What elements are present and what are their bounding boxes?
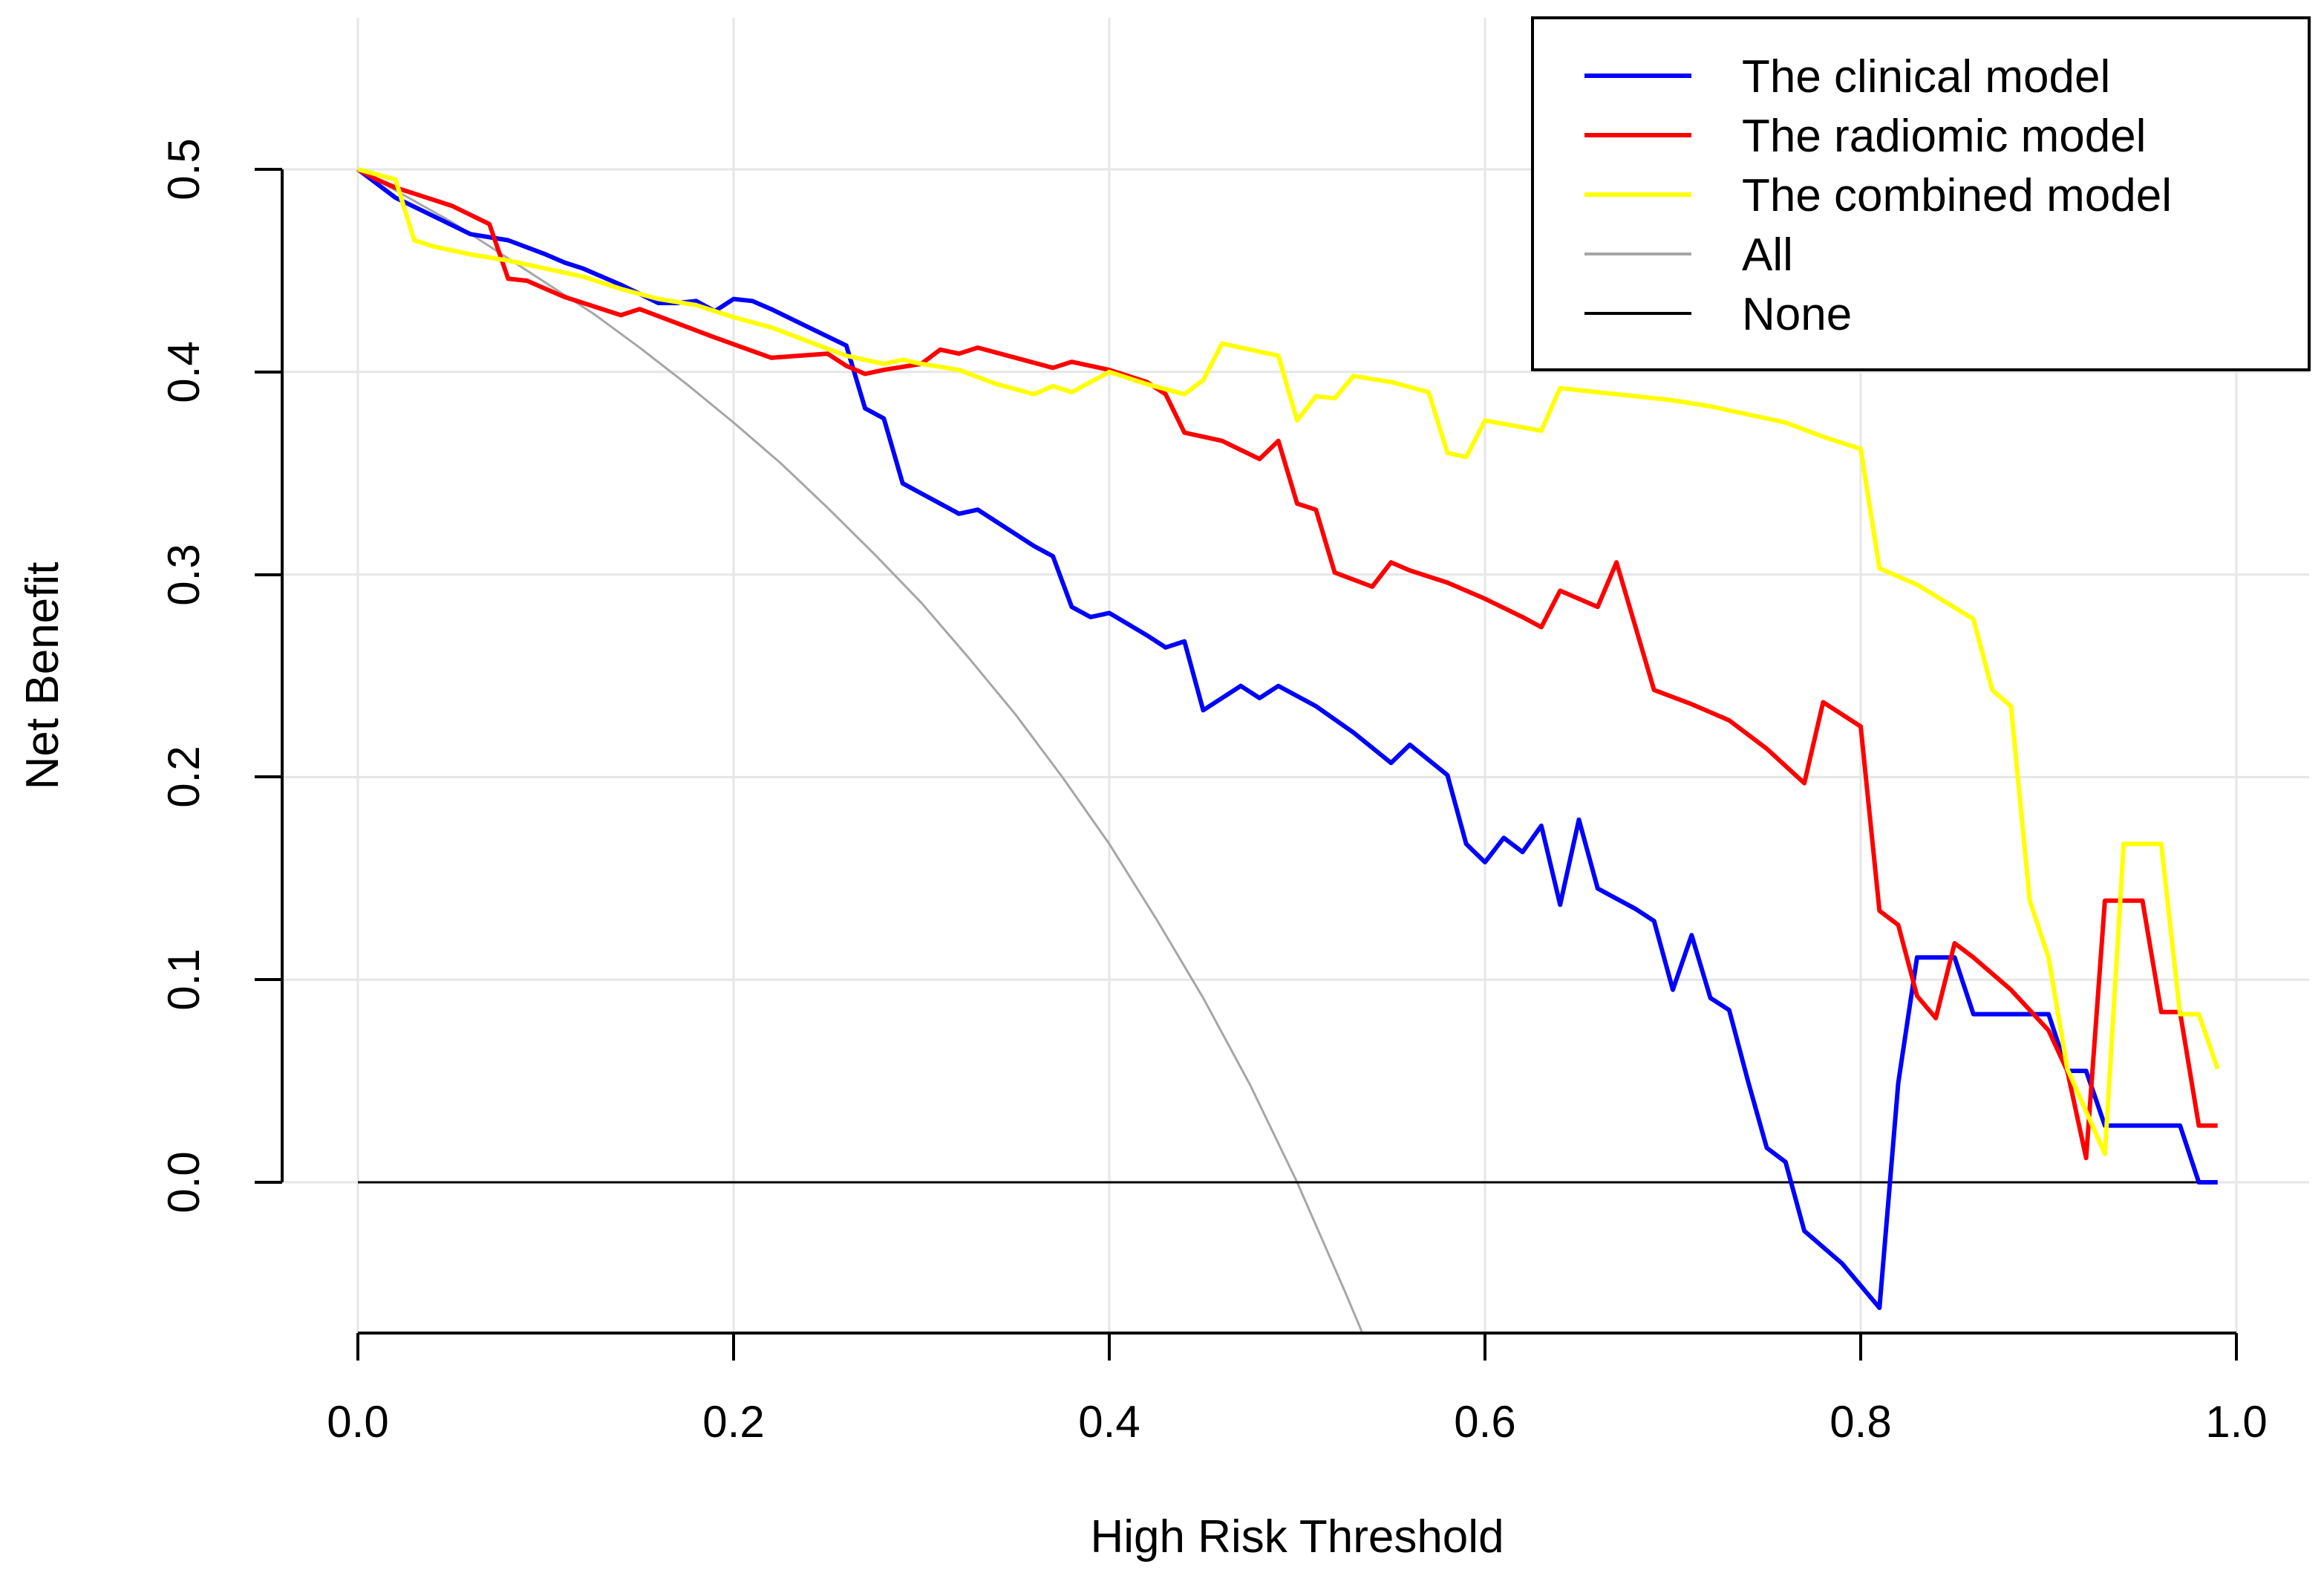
legend-label-none: None xyxy=(1742,289,1852,340)
x-tick-label: 0.4 xyxy=(1078,1397,1140,1447)
legend-label-radiomic: The radiomic model xyxy=(1742,111,2146,162)
x-axis: 0.0 0.2 0.4 0.6 0.8 1.0 High Risk Thresh… xyxy=(327,1332,2268,1563)
legend-label-clinical: The clinical model xyxy=(1742,51,2110,102)
x-tick-label: 0.0 xyxy=(327,1397,388,1447)
x-tick-label: 1.0 xyxy=(2205,1397,2267,1447)
y-axis-title: Net Benefit xyxy=(17,562,68,790)
y-tick-label: 0.0 xyxy=(159,1151,209,1213)
y-tick-label: 0.4 xyxy=(159,341,209,403)
legend-label-combined: The combined model xyxy=(1742,170,2172,221)
series-line-the-radiomic-model xyxy=(356,167,2218,1161)
x-tick-label: 0.6 xyxy=(1454,1397,1515,1447)
series-layer xyxy=(356,167,2220,1335)
legend: The clinical model The radiomic model Th… xyxy=(1531,16,2311,371)
series-line-the-clinical-model xyxy=(356,167,2218,1311)
x-tick-label: 0.2 xyxy=(702,1397,764,1447)
y-tick-label: 0.3 xyxy=(159,544,209,605)
series-line-the-combined-model xyxy=(357,167,2220,1156)
legend-label-all: All xyxy=(1742,229,1793,281)
x-axis-title: High Risk Threshold xyxy=(1090,1511,1504,1563)
x-axis-ticks xyxy=(356,1333,2238,1361)
y-tick-label: 0.2 xyxy=(159,746,209,807)
y-axis: 0.0 0.1 0.2 0.3 0.4 0.5 Net Benefit xyxy=(17,138,284,1213)
series-line-all xyxy=(357,168,1364,1335)
y-tick-label: 0.5 xyxy=(159,138,209,200)
x-tick-label: 0.8 xyxy=(1830,1397,1891,1447)
y-tick-label: 0.1 xyxy=(159,948,209,1010)
vertical-gridlines xyxy=(356,18,2238,1333)
